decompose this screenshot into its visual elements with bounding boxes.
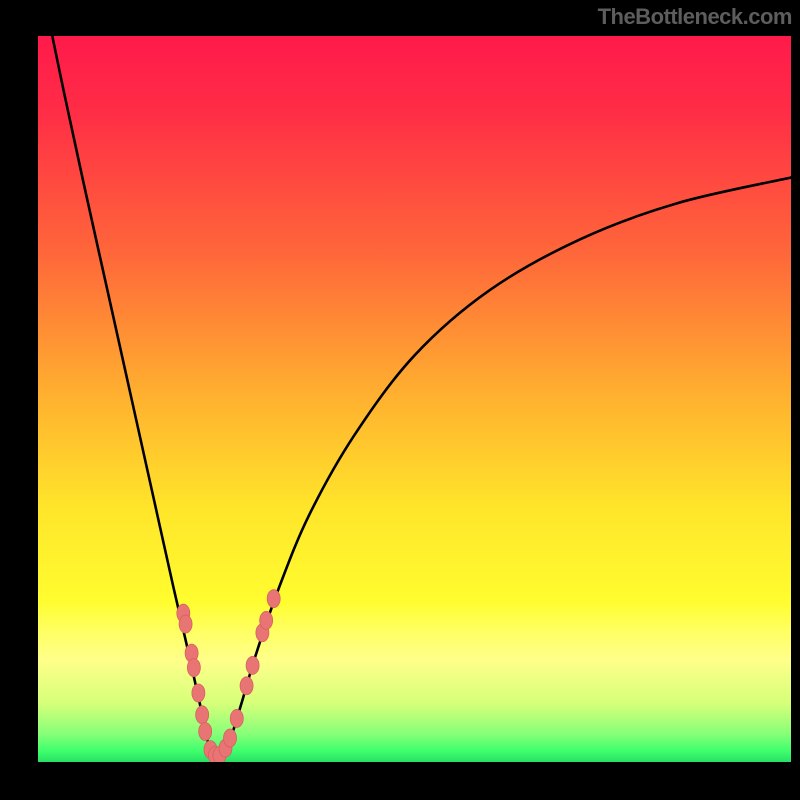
- marker-point: [192, 684, 205, 702]
- plot-area: [38, 36, 791, 762]
- marker-point: [230, 709, 243, 727]
- plot-svg: [38, 36, 791, 762]
- marker-point: [240, 677, 253, 695]
- marker-point: [260, 611, 273, 629]
- marker-point: [187, 659, 200, 677]
- marker-point: [246, 656, 259, 674]
- marker-point: [224, 729, 237, 747]
- attribution-watermark: TheBottleneck.com: [598, 4, 792, 30]
- marker-point: [196, 706, 209, 724]
- gradient-background: [38, 36, 791, 762]
- marker-point: [179, 615, 192, 633]
- chart-root: TheBottleneck.com: [0, 0, 800, 800]
- marker-point: [199, 723, 212, 741]
- marker-point: [267, 590, 280, 608]
